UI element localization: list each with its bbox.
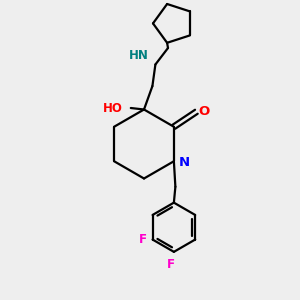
Text: HO: HO	[103, 101, 122, 115]
Text: N: N	[179, 156, 190, 169]
Text: F: F	[139, 233, 147, 246]
Text: HN: HN	[129, 49, 149, 62]
Text: O: O	[199, 105, 210, 118]
Text: F: F	[167, 258, 175, 271]
